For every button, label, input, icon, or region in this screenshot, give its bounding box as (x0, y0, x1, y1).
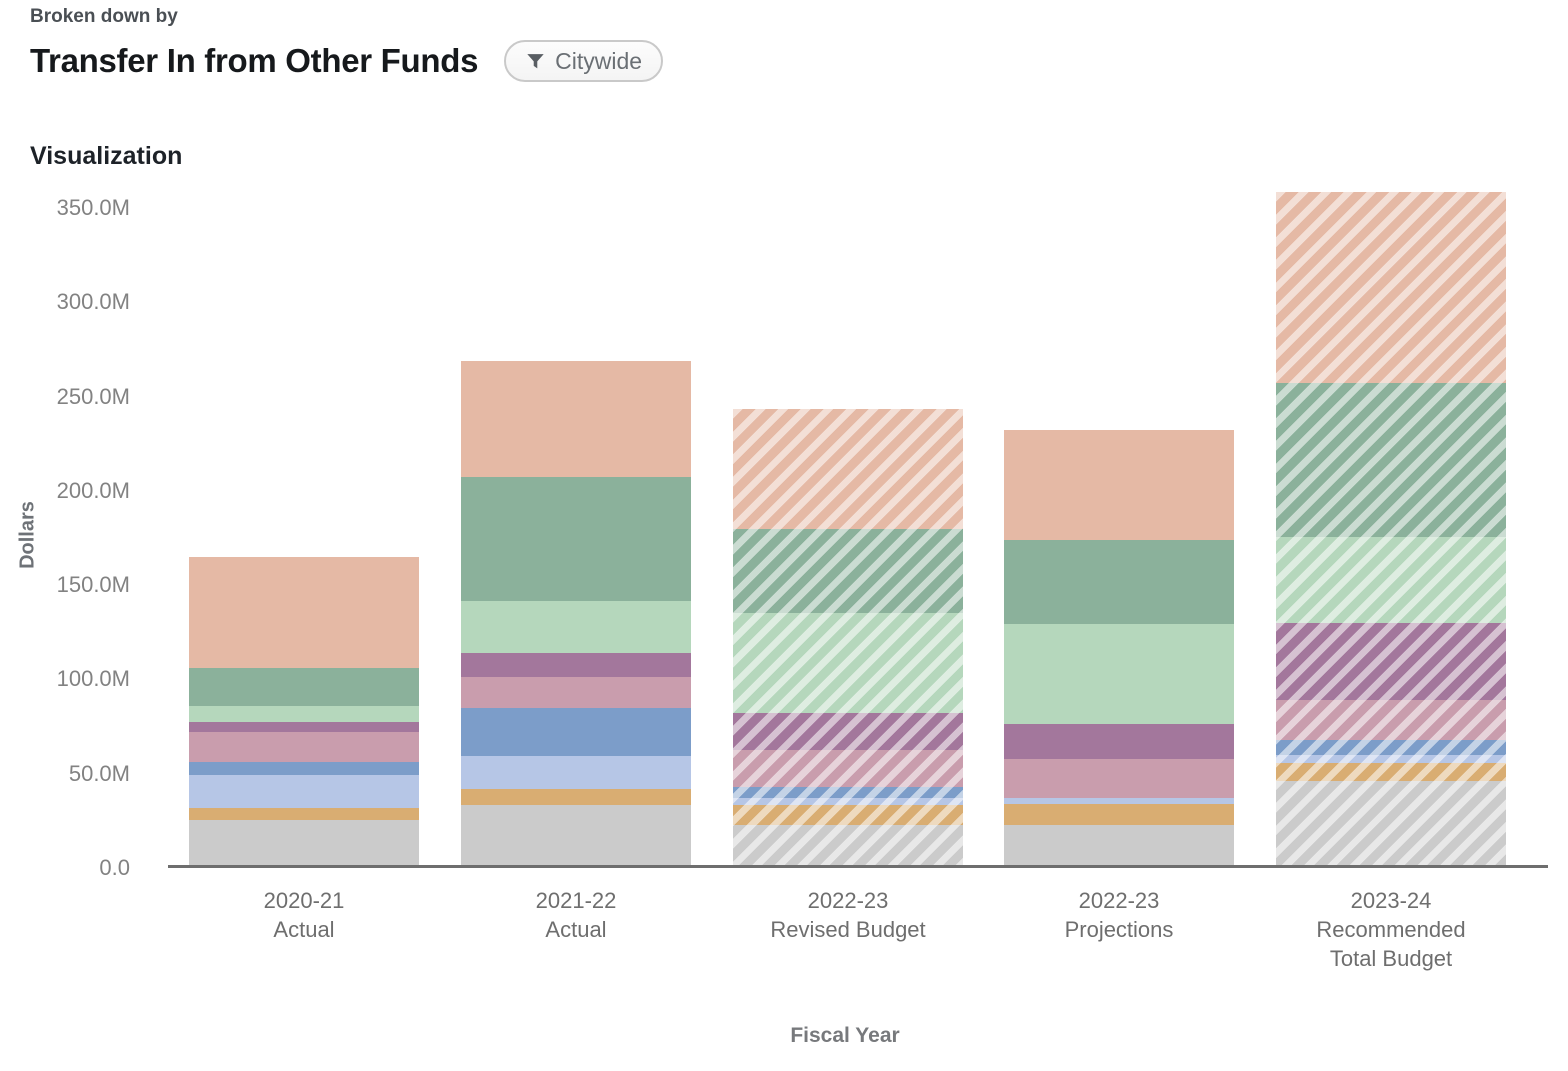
x-tick-label-line: 2022-23 (1078, 888, 1160, 913)
x-tick-label: 2022-23 Projections (969, 886, 1269, 944)
bar-segment-orange[interactable] (189, 808, 419, 820)
y-tick-label: 250.0M (56, 383, 130, 409)
bar-segment-gray[interactable] (1004, 824, 1234, 865)
y-tick-label: 50.0M (68, 760, 130, 786)
bar-segment-orange[interactable] (1004, 803, 1234, 825)
bar-segment-light-green[interactable] (189, 706, 419, 723)
x-tick-label-line: 2023-24 (1350, 888, 1432, 913)
bar-segment-orange[interactable] (1276, 762, 1506, 781)
bar-segment-pink[interactable] (461, 677, 691, 709)
x-tick-label-line: Recommended (1316, 917, 1466, 942)
bar-segment-medium-green[interactable] (733, 529, 963, 613)
x-tick-label-line: 2022-23 (807, 888, 889, 913)
bar-segment-light-blue[interactable] (189, 774, 419, 809)
bar-segment-pink[interactable] (733, 750, 963, 787)
bar-segment-peach[interactable] (733, 408, 963, 530)
bar-2021-22-actual[interactable] (461, 361, 691, 865)
plot-area (168, 190, 1548, 868)
y-tick-label: 350.0M (56, 194, 130, 220)
x-axis-title: Fiscal Year (790, 1024, 900, 1047)
bar-segment-gray[interactable] (1276, 780, 1506, 865)
funnel-icon (525, 51, 546, 72)
page-title: Transfer In from Other Funds (30, 42, 479, 79)
bar-segment-medium-blue[interactable] (461, 708, 691, 757)
bar-segment-pink[interactable] (1004, 759, 1234, 798)
y-tick-label: 100.0M (56, 666, 130, 692)
bar-segment-light-green[interactable] (733, 612, 963, 714)
x-tick-label-line: 2020-21 (263, 888, 345, 913)
bar-2023-24-recommended-total-budget[interactable] (1276, 192, 1506, 865)
x-tick-label: 2021-22 Actual (426, 886, 726, 944)
y-tick-label: 150.0M (56, 572, 130, 598)
x-tick-label-line: Actual (273, 917, 335, 942)
bar-segment-gray[interactable] (189, 819, 419, 865)
bar-segment-medium-green[interactable] (1276, 382, 1506, 537)
x-tick-label: 2023-24 Recommended Total Budget (1241, 886, 1541, 973)
bar-segment-light-blue[interactable] (461, 756, 691, 790)
x-tick-label-line: Total Budget (1329, 946, 1453, 971)
title-row: Transfer In from Other Funds Citywide (30, 40, 664, 82)
x-tick-label-line: 2021-22 (535, 888, 617, 913)
y-axis-tick-labels: 0.0 50.0M 100.0M 150.0M 200.0M 250.0M 300.0M 35… (0, 190, 148, 878)
bar-segment-light-green[interactable] (1004, 623, 1234, 725)
x-tick-label: 2022-23 Revised Budget (698, 886, 998, 944)
visualization-heading: Visualization (30, 142, 183, 170)
bar-segment-light-green[interactable] (461, 601, 691, 654)
bar-segment-light-green[interactable] (1276, 536, 1506, 623)
bar-segment-gray[interactable] (461, 805, 691, 865)
bar-segment-pink[interactable] (189, 732, 419, 763)
breakdown-eyebrow: Broken down by (30, 6, 178, 27)
bar-segment-medium-blue[interactable] (189, 762, 419, 775)
bar-2022-23-projections[interactable] (1004, 430, 1234, 865)
bar-segment-peach[interactable] (1004, 430, 1234, 541)
bar-segment-peach[interactable] (1276, 192, 1506, 383)
x-tick-label-line: Revised Budget (770, 917, 926, 942)
bar-segment-peach[interactable] (461, 361, 691, 478)
bar-segment-peach[interactable] (189, 557, 419, 668)
bar-segment-orange[interactable] (733, 805, 963, 826)
x-tick-label-line: Actual (545, 917, 607, 942)
x-tick-label-line: Projections (1064, 917, 1174, 942)
y-tick-label: 0.0 (99, 855, 130, 880)
bar-2022-23-revised-budget[interactable] (733, 408, 963, 866)
bar-segment-light-blue[interactable] (1276, 754, 1506, 763)
citywide-filter-pill[interactable]: Citywide (504, 40, 664, 82)
filter-pill-label: Citywide (555, 47, 643, 74)
bar-segment-gray[interactable] (733, 825, 963, 865)
bar-2020-21-actual[interactable] (189, 557, 419, 865)
bar-segment-purple[interactable] (461, 653, 691, 678)
bar-segment-orange[interactable] (461, 789, 691, 806)
bar-segment-medium-blue[interactable] (1276, 740, 1506, 755)
bar-segment-medium-green[interactable] (461, 477, 691, 602)
bar-segment-medium-blue[interactable] (733, 786, 963, 798)
bar-segment-purple[interactable] (733, 713, 963, 751)
y-tick-label: 200.0M (56, 477, 130, 503)
bar-segment-medium-green[interactable] (189, 667, 419, 707)
y-tick-label: 300.0M (56, 289, 130, 315)
bar-segment-medium-green[interactable] (1004, 540, 1234, 624)
bar-segment-light-blue[interactable] (1004, 797, 1234, 804)
bar-segment-purple[interactable] (189, 722, 419, 733)
bar-segment-purple[interactable] (1004, 724, 1234, 760)
bar-segment-purple[interactable] (1276, 622, 1506, 701)
x-tick-label: 2020-21 Actual (154, 886, 454, 944)
bar-segment-light-blue[interactable] (733, 797, 963, 806)
bar-segment-pink[interactable] (1276, 700, 1506, 741)
